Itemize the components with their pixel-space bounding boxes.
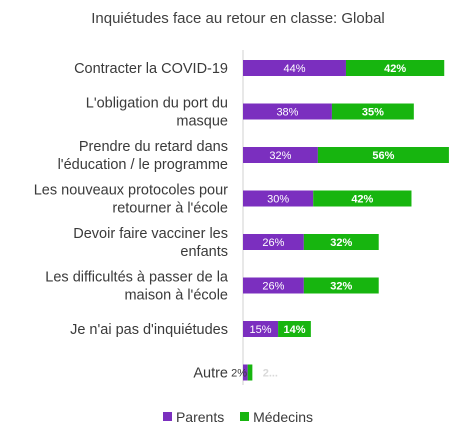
category-label-line: masque — [176, 114, 228, 130]
bar-medecins — [303, 277, 379, 294]
bar-parents — [243, 60, 346, 76]
category-label-line: Je n'ai pas d'inquiétudes — [70, 322, 228, 338]
category-label: L'obligation du port du masque — [86, 96, 228, 130]
data-label-medecins: 35% — [362, 107, 384, 119]
category-label-line: maison à l'école — [124, 288, 228, 304]
category-label-line: retourner à l'école — [112, 201, 228, 217]
bar-medecins — [247, 364, 253, 381]
data-label-medecins: 14% — [283, 324, 305, 336]
bar-parents — [243, 234, 304, 250]
category-label-line: L'obligation du port du — [86, 96, 228, 112]
category-label-line: Contracter la COVID-19 — [74, 61, 228, 77]
chart-title: Inquiétudes face au retour en classe: Gl… — [91, 10, 385, 27]
data-label-parents: 44% — [283, 63, 305, 75]
bar-medecins — [303, 234, 379, 250]
category-label: Autre — [193, 366, 228, 382]
bar-medecins — [345, 60, 445, 76]
data-label-parents: 26% — [262, 281, 284, 293]
category-label: Prendre du retard dans l'éducation / le p… — [58, 139, 228, 173]
data-label-medecins: 42% — [351, 194, 373, 206]
data-label-parents: 30% — [267, 194, 289, 206]
data-label-medecins: 32% — [330, 281, 352, 293]
legend-swatch-parents — [162, 412, 172, 421]
legend-item-medecins: Médecins — [240, 409, 313, 425]
category-label-line: Autre — [193, 366, 228, 382]
data-label-parents: 2% — [231, 368, 247, 380]
bar-medecins — [317, 147, 449, 163]
bar-parents — [243, 364, 248, 381]
bar-parents — [243, 277, 304, 294]
category-label-line: Les nouveaux protocoles pour — [34, 183, 228, 199]
category-label-line: Prendre du retard dans — [79, 139, 228, 155]
legend-label-medecins: Médecins — [253, 408, 314, 425]
bar-medecins — [313, 190, 412, 207]
legend-item-parents: Parents — [162, 408, 225, 425]
category-label: Contracter la COVID-19 — [74, 61, 228, 77]
category-label-line: enfants — [180, 244, 228, 260]
category-label-line: l'éducation / le programme — [58, 157, 228, 173]
category-label: Les difficultés à passer de la maison à l… — [45, 270, 229, 304]
bar-parents — [243, 103, 332, 120]
data-label-parents: 38% — [276, 107, 298, 119]
stacked-bar-chart: Contracter la COVID-19 44% 42% L'obligation… — [34, 50, 449, 385]
category-label-line: Devoir faire vacciner les — [73, 226, 228, 242]
bar-medecins — [331, 103, 414, 120]
category-label-line: Les difficultés à passer de la — [45, 270, 229, 286]
category-label: Je n'ai pas d'inquiétudes — [70, 322, 228, 338]
bar-medecins — [278, 321, 311, 337]
bar-parents — [243, 147, 318, 163]
data-label-medecins: 56% — [372, 150, 394, 162]
legend: Parents Médecins — [0, 408, 476, 425]
category-label: Les nouveaux protocoles pour retourner à … — [34, 183, 228, 217]
bar-parents — [243, 321, 279, 337]
legend-swatch-medecins — [240, 412, 250, 421]
data-label-parents: 15% — [250, 324, 272, 336]
data-label-medecins: 2... — [263, 368, 278, 380]
data-label-medecins: 32% — [330, 237, 352, 249]
data-label-parents: 26% — [262, 237, 284, 249]
data-label-medecins: 42% — [384, 63, 406, 75]
legend-label-parents: Parents — [175, 408, 225, 425]
bar-parents — [243, 190, 314, 207]
category-label: Devoir faire vacciner les enfants — [73, 226, 228, 260]
data-label-parents: 32% — [269, 150, 291, 162]
